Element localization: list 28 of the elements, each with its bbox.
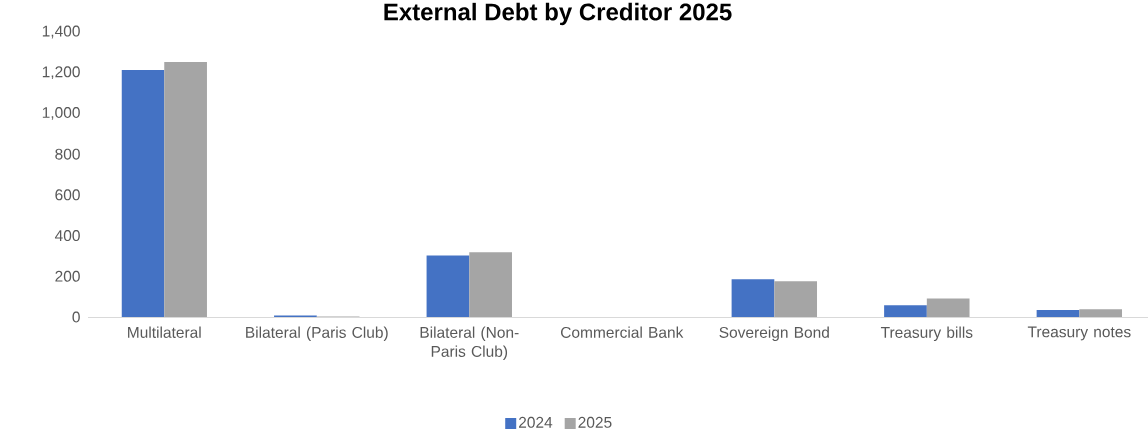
x-tick-label: Multilateral: [128, 326, 201, 338]
y-tick-label: 1,400: [42, 25, 80, 39]
y-tick-label: 0: [72, 311, 80, 323]
bar: [121, 70, 165, 317]
y-tick-label: 1,200: [42, 66, 80, 80]
y-tick-label: 600: [55, 189, 80, 201]
legend-label: 2024: [519, 416, 553, 428]
y-tick-label: 800: [55, 148, 80, 160]
x-tick-label: Commercial Bank: [560, 326, 684, 338]
bar: [469, 252, 512, 317]
bar: [731, 279, 775, 317]
bar: [926, 298, 970, 317]
y-tick-label: 400: [54, 230, 80, 242]
bar: [164, 61, 207, 317]
bar: [426, 255, 470, 317]
x-tick-label: Treasury notes: [1027, 326, 1131, 341]
y-tick-label: 1,000: [42, 107, 80, 120]
chart-title: External Debt by Creditor 2025: [384, 2, 732, 26]
x-tick-label: Bilateral (Non-Paris Club): [420, 326, 519, 360]
x-tick-label: Bilateral (Paris Club): [246, 326, 388, 341]
bar: [774, 281, 818, 317]
bar: [1036, 309, 1080, 317]
y-tick-label: 200: [55, 270, 80, 282]
bar: [884, 305, 927, 317]
x-tick-label: Sovereign Bond: [719, 326, 829, 341]
legend-label: 2025: [578, 416, 612, 428]
x-tick-label: Treasury bills: [880, 326, 973, 341]
bar: [1079, 309, 1123, 317]
